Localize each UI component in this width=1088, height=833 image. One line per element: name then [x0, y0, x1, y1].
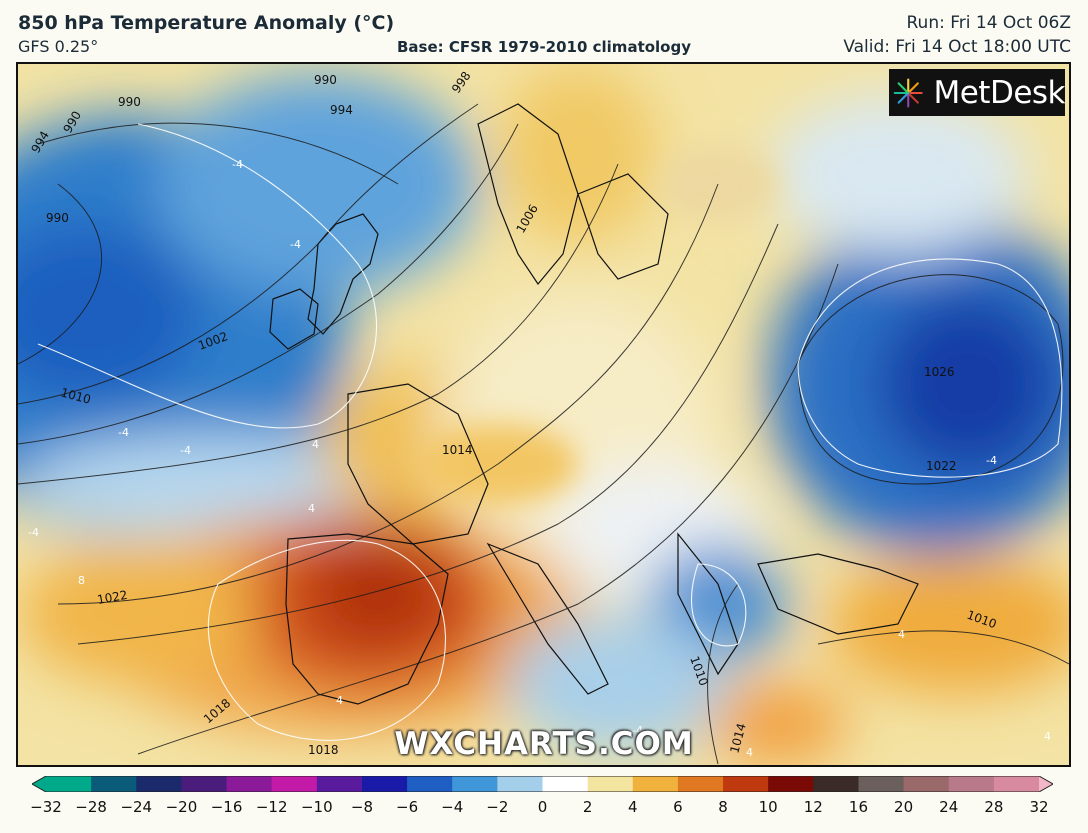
- colorbar-segment: [542, 776, 589, 792]
- colorbar-min-arrow: [32, 776, 46, 792]
- isobar-label: 1022: [926, 459, 957, 473]
- anomaly-label: -4: [632, 724, 643, 737]
- colorbar-segment: [407, 776, 453, 792]
- isobar-label: 1014: [442, 443, 473, 457]
- watermark-text: WXCHARTS.COM: [394, 726, 694, 762]
- colorbar-segment: [632, 776, 679, 792]
- colorbar-tick-label: 32: [1029, 798, 1049, 816]
- anomaly-label: -4: [290, 238, 301, 251]
- anomaly-label: -4: [986, 454, 997, 467]
- anomaly-contours: [37, 123, 1063, 741]
- anomaly-label: 4: [312, 438, 319, 451]
- colorbar-tick-label: −32: [30, 798, 62, 816]
- colorbar-tick-label: 10: [758, 798, 778, 816]
- colorbar-segment: [316, 776, 363, 792]
- colorbar-tick-label: 20: [894, 798, 914, 816]
- colorbar-tick-label: −8: [350, 798, 374, 816]
- logo-text: MetDesk: [933, 74, 1065, 111]
- colorbar-tick-label: 12: [803, 798, 823, 816]
- anomaly-label: 4: [746, 746, 753, 759]
- colorbar-tick-label: 24: [939, 798, 959, 816]
- colorbar-segment: [497, 776, 543, 792]
- colorbar-tick-label: −16: [210, 798, 243, 816]
- colorbar-segment: [768, 776, 814, 792]
- colorbar-tick-label: −10: [300, 798, 333, 816]
- isobar-label-layer: 990 990 990 994 994 990 998 1002 1006 10…: [28, 69, 998, 757]
- colorbar-segment: [677, 776, 724, 792]
- colorbar-tick-label: −20: [165, 798, 198, 816]
- colorbar-tick-label: 6: [673, 798, 683, 816]
- map-svg: 990 990 990 994 994 990 998 1002 1006 10…: [18, 64, 1069, 765]
- isobar-label: 1022: [96, 588, 129, 607]
- anomaly-label: -4: [28, 526, 39, 539]
- colorbar-segment: [587, 776, 634, 792]
- colorbar-segment: [993, 776, 1040, 792]
- anomaly-label: -4: [232, 158, 243, 171]
- colorbar-segment: [813, 776, 859, 792]
- isobar-label: 994: [330, 103, 353, 117]
- anomaly-label: 4: [308, 502, 315, 515]
- coastlines: [269, 103, 919, 705]
- anomaly-field: [18, 64, 1069, 764]
- colorbar-tick-label: 8: [718, 798, 728, 816]
- isobars: [18, 103, 1069, 765]
- metdesk-logo: MetDesk: [889, 69, 1065, 116]
- anomaly-label-layer: -4 -4 -4 -4 -4 -4 -4 4 4 4 8 4 4 4: [28, 158, 1051, 759]
- anomaly-label: 4: [1044, 730, 1051, 743]
- colorbar-segment: [858, 776, 905, 792]
- isobar-label: 1018: [308, 743, 339, 757]
- base-climatology-label: Base: CFSR 1979-2010 climatology: [396, 38, 692, 56]
- colorbar-segment: [361, 776, 408, 792]
- colorbar-segment: [91, 776, 137, 792]
- colorbar-segment: [226, 776, 273, 792]
- colorbar-segment: [948, 776, 995, 792]
- chart-title: 850 hPa Temperature Anomaly (°C): [18, 12, 395, 34]
- colorbar-tick-label: −4: [441, 798, 464, 816]
- colorbar-tick-label: −28: [75, 798, 107, 816]
- colorbar-tick-label: 0: [537, 798, 548, 816]
- colorbar-tick-label: 2: [582, 798, 593, 816]
- colorbar: [32, 776, 1053, 792]
- model-label: GFS 0.25°: [18, 37, 99, 56]
- isobar-label: 990: [118, 95, 141, 109]
- colorbar-tick-label: −24: [120, 798, 153, 816]
- colorbar-tick-label: 28: [984, 798, 1004, 816]
- colorbar-segment: [271, 776, 318, 792]
- colorbar-segment: [723, 776, 769, 792]
- colorbar-segment: [452, 776, 498, 792]
- colorbar-tick-label: −6: [396, 798, 419, 816]
- anomaly-label: 4: [898, 628, 905, 641]
- anomaly-label: 4: [336, 694, 343, 707]
- colorbar-segment: [136, 776, 182, 792]
- colorbar-tick-label: 4: [627, 798, 638, 816]
- anomaly-label: 8: [78, 574, 85, 587]
- anomaly-map[interactable]: 990 990 990 994 994 990 998 1002 1006 10…: [16, 62, 1071, 767]
- anomaly-label: -4: [118, 426, 129, 439]
- anomaly-label: -4: [180, 444, 191, 457]
- isobar-label: 1026: [924, 365, 955, 379]
- colorbar-tick-label: 16: [848, 798, 868, 816]
- colorbar-tick-label: −2: [486, 798, 509, 816]
- isobar-label: 990: [314, 73, 337, 87]
- valid-time-label: Valid: Fri 14 Oct 18:00 UTC: [843, 37, 1071, 57]
- starburst-logo-icon: [893, 77, 923, 108]
- colorbar-tick-label: −12: [255, 798, 288, 816]
- colorbar-segment: [903, 776, 950, 792]
- colorbar-segment: [46, 776, 92, 792]
- run-label: Run: Fri 14 Oct 06Z: [906, 13, 1072, 33]
- colorbar-segment: [181, 776, 228, 792]
- isobar-label: 990: [46, 211, 69, 225]
- colorbar-max-arrow: [1039, 776, 1053, 792]
